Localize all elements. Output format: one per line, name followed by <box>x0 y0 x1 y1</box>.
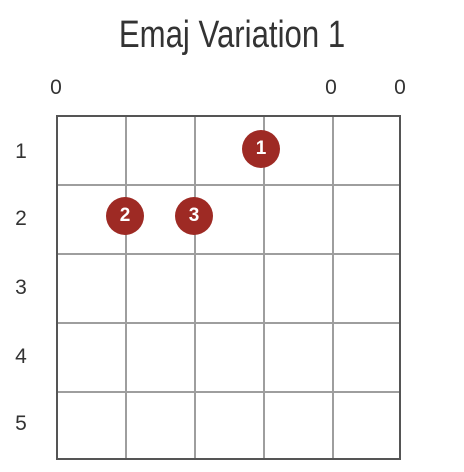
string-line <box>332 117 334 458</box>
fret-number-3: 3 <box>15 276 27 299</box>
open-string-marker-6: 0 <box>394 76 406 99</box>
fret-number-4: 4 <box>15 345 27 368</box>
fret-line <box>58 184 399 186</box>
string-line <box>194 117 196 458</box>
chord-title: Emaj Variation 1 <box>118 14 346 56</box>
open-string-marker-5: 0 <box>325 76 337 99</box>
finger-dot-3: 3 <box>175 197 213 235</box>
string-line <box>263 117 265 458</box>
fret-number-1: 1 <box>15 140 27 163</box>
fret-number-2: 2 <box>15 207 27 230</box>
fret-line <box>58 391 399 393</box>
fret-line <box>58 253 399 255</box>
finger-dot-1: 1 <box>242 130 280 168</box>
fret-line <box>58 322 399 324</box>
finger-dot-2: 2 <box>106 197 144 235</box>
fretboard-grid <box>56 115 401 460</box>
open-string-marker-1: 0 <box>50 76 62 99</box>
string-line <box>125 117 127 458</box>
fret-number-5: 5 <box>15 412 27 435</box>
